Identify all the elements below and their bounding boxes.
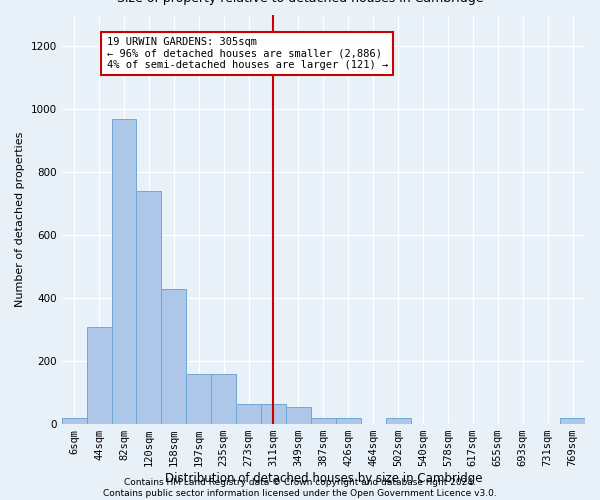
Text: Contains HM Land Registry data © Crown copyright and database right 2024.
Contai: Contains HM Land Registry data © Crown c… [103, 478, 497, 498]
Bar [211, 374, 236, 424]
Bar [261, 404, 286, 424]
Bar [311, 418, 336, 424]
Bar [286, 407, 311, 424]
Bar [560, 418, 585, 424]
Y-axis label: Number of detached properties: Number of detached properties [15, 132, 25, 307]
Text: 19 URWIN GARDENS: 305sqm
← 96% of detached houses are smaller (2,886)
4% of semi: 19 URWIN GARDENS: 305sqm ← 96% of detach… [107, 37, 388, 70]
Bar [236, 404, 261, 424]
Bar [136, 191, 161, 424]
Bar [386, 418, 410, 424]
Bar [161, 289, 186, 424]
Bar [186, 374, 211, 424]
X-axis label: Distribution of detached houses by size in Cambridge: Distribution of detached houses by size … [164, 472, 482, 485]
Bar [86, 326, 112, 424]
Bar [112, 119, 136, 424]
Bar [336, 418, 361, 424]
Bar [62, 418, 86, 424]
Text: Size of property relative to detached houses in Cambridge: Size of property relative to detached ho… [117, 0, 483, 5]
